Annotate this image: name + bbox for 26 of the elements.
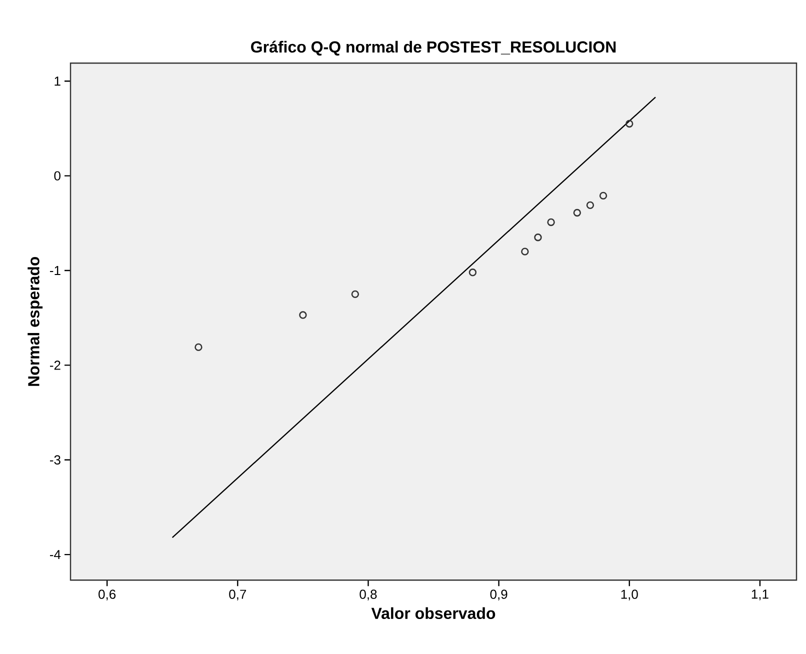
x-tick-label: 0,7: [229, 590, 246, 600]
y-axis-title: Normal esperado: [28, 256, 43, 386]
y-tick-label: 0: [54, 171, 60, 180]
point: [299, 311, 307, 319]
point: [547, 218, 555, 226]
x-axis-title: Valor observado: [371, 607, 496, 620]
y-tick-label: 1: [54, 76, 60, 86]
x-tick-label: 0,9: [490, 590, 508, 600]
point: [468, 268, 477, 276]
point: [599, 192, 608, 200]
point: [534, 234, 542, 242]
y-tick-label: -1: [50, 266, 60, 275]
point: [351, 290, 360, 298]
chart-title: Gráfico Q-Q normal de POSTEST_RESOLUCION: [251, 40, 616, 56]
y-tick-label: -4: [50, 550, 61, 560]
point: [521, 248, 529, 256]
x-tick-label: 0,8: [360, 590, 377, 600]
point: [626, 120, 634, 128]
x-tick-label: 1,0: [621, 590, 638, 600]
x-tick-label: 0,6: [98, 590, 116, 600]
y-tick-label: -3: [50, 455, 60, 464]
point: [194, 343, 202, 352]
point: [573, 208, 581, 217]
y-tick-label: -2: [50, 360, 60, 370]
x-tick-label: 1,1: [752, 590, 768, 600]
point: [586, 201, 594, 210]
